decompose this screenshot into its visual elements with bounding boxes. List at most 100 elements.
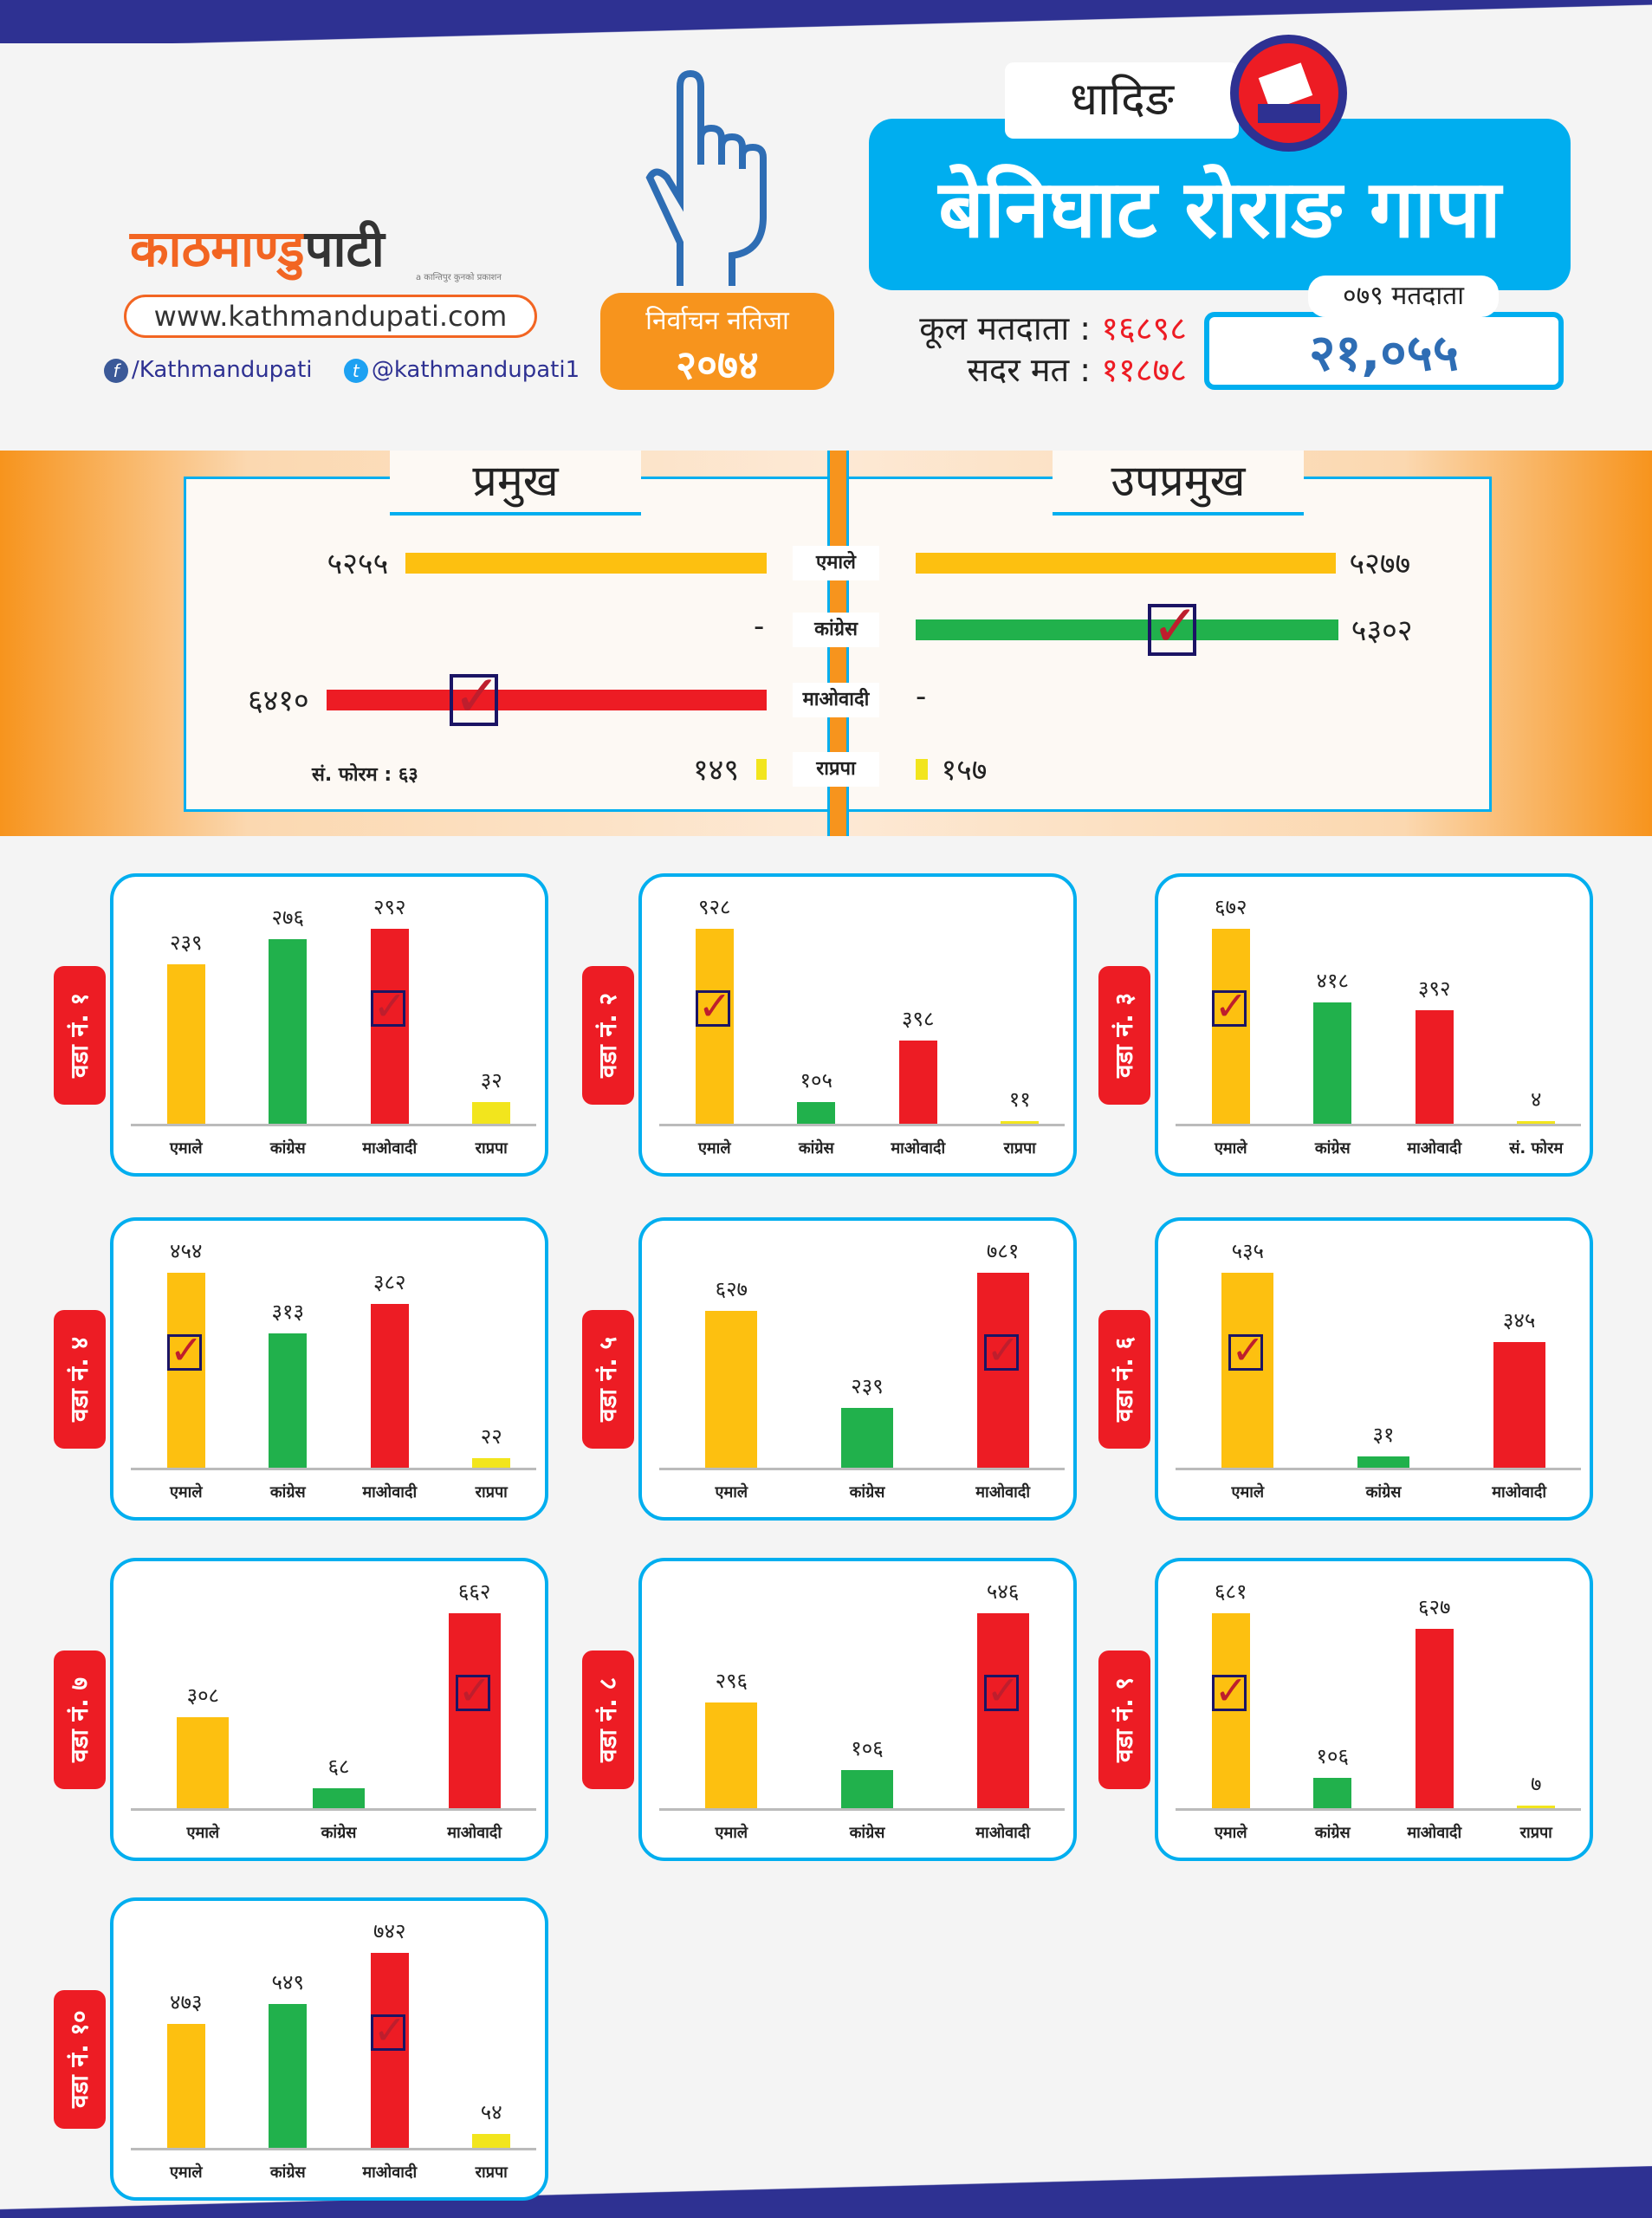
ward-party-label: कांग्रेस — [798, 1139, 834, 1158]
ward-party-label: कांग्रेस — [269, 1139, 306, 1158]
ward-bar-value: ३१ — [1372, 1422, 1395, 1447]
ward-tag: वडा नं. ४ — [54, 1310, 106, 1449]
ward-party-label: कांग्रेस — [1314, 1824, 1351, 1842]
total-voters-label: कूल मतदाता : — [919, 309, 1092, 347]
ward-tag: वडा नं. १० — [54, 1990, 106, 2129]
ward-bar-value: ५३५ — [1231, 1239, 1265, 1263]
party-label: कांग्रेस — [793, 613, 879, 647]
ward-tag: वडा नं. ९ — [1098, 1651, 1150, 1789]
ward-bar — [1415, 1009, 1454, 1124]
ward-card: ६२७ एमाले २३९ कांग्रेस ७८१ माओवादी ✓ — [638, 1217, 1077, 1521]
ward-party-label: कांग्रेस — [1365, 1483, 1402, 1501]
ward-party-label: राप्रपा — [475, 1139, 508, 1158]
ward-party-label: कांग्रेस — [269, 2163, 306, 2182]
ward-bar — [472, 2133, 511, 2148]
ward-bar-value: १०६ — [851, 1736, 884, 1761]
ward-party-label: कांग्रेस — [1314, 1139, 1351, 1158]
ward-bar-value: १०५ — [800, 1067, 832, 1093]
winner-check-icon: ✓ — [983, 1330, 1020, 1372]
ward-card: ६७२ एमाले ✓ ४१८ कांग्रेस ३९२ माओवादी ४ सं. फोरम — [1155, 873, 1593, 1177]
ward-party-label: एमाले — [186, 1824, 220, 1842]
ward-bar — [313, 1787, 365, 1808]
ward-card: ६८१ एमाले ✓ १०६ कांग्रेस ६२७ माओवादी ७ राप्रपा — [1155, 1558, 1593, 1861]
ward-party-label: राप्रपा — [475, 2163, 508, 2182]
ward-bar — [177, 1717, 230, 1808]
ward-bar-value: २३९ — [170, 930, 203, 955]
ward-party-label: एमाले — [169, 1139, 203, 1158]
ward-party-label: माओवादी — [1407, 1824, 1462, 1842]
ward-bar-value: ६८१ — [1215, 1579, 1247, 1604]
winner-check-icon: ✓ — [1228, 1330, 1265, 1372]
ward-bar — [472, 1458, 511, 1468]
ward-bar — [1493, 1341, 1545, 1468]
chief-bar — [405, 553, 767, 574]
baseline — [659, 1808, 1065, 1811]
ward-bar — [705, 1311, 758, 1468]
baseline — [131, 1468, 536, 1470]
ward-bar-value: ७८१ — [986, 1239, 1020, 1263]
ward-bar-value: ९२८ — [698, 895, 731, 919]
party-label: एमाले — [793, 546, 879, 580]
ward-party-label: सं. फोरम — [1509, 1139, 1564, 1158]
valid-votes-value: ११८७८ — [1101, 351, 1187, 389]
top-stripe — [0, 0, 1652, 43]
ward-bar — [1313, 1777, 1352, 1808]
election-result-badge: निर्वाचन नतिजा २०७४ — [600, 293, 834, 390]
deputy-bar — [916, 553, 1337, 574]
winner-check-icon: ✓ — [983, 1670, 1020, 1712]
ward-bar — [797, 1101, 836, 1124]
ward-bar-value: २२ — [480, 1424, 502, 1449]
party-label: राप्रपा — [793, 752, 879, 787]
baseline — [659, 1468, 1065, 1470]
ward-bar-value: ५४९ — [271, 1969, 304, 1994]
ward-bar-value: ६२७ — [715, 1277, 748, 1302]
ward-party-label: एमाले — [1214, 1139, 1247, 1158]
winner-check-icon: ✓ — [370, 2010, 406, 2052]
ward-bar-value: ३१३ — [271, 1299, 304, 1324]
ward-bar-value: ४५४ — [170, 1239, 203, 1263]
ward-bar-value: ११ — [1008, 1087, 1031, 1112]
ward-party-label: राप्रपा — [475, 1483, 508, 1501]
voting-finger-icon — [645, 69, 767, 286]
website-link[interactable]: www.kathmandupati.com — [124, 295, 537, 338]
ward-party-label: माओवादी — [975, 1483, 1031, 1501]
facebook-icon: f — [104, 358, 128, 383]
ward-party-label: कांग्रेस — [321, 1824, 357, 1842]
winner-check-icon: ✓ — [695, 986, 731, 1028]
ward-bar — [269, 2003, 308, 2148]
voters-079-label: ०७९ मतदाता — [1308, 276, 1499, 317]
ward-bar-value: ४१८ — [1316, 969, 1349, 994]
ward-card: ३०८ एमाले ६८ कांग्रेस ६६२ माओवादी ✓ — [110, 1558, 548, 1861]
ward-bar-value: ३८२ — [373, 1269, 406, 1294]
winner-check-icon: ✓ — [1211, 1670, 1247, 1712]
baseline — [659, 1124, 1065, 1126]
ward-tag: वडा नं. १ — [54, 966, 106, 1105]
baseline — [131, 1124, 536, 1126]
ward-bar-value: ३०८ — [186, 1683, 220, 1709]
ward-party-label: राप्रपा — [1519, 1824, 1552, 1842]
winner-check-icon: ✓ — [1211, 986, 1247, 1028]
ward-bar — [1357, 1456, 1409, 1468]
baseline — [1176, 1808, 1581, 1811]
logo-text-2: पाटी — [304, 219, 385, 278]
baseline — [1176, 1124, 1581, 1126]
ward-bar — [1001, 1121, 1040, 1124]
ward-bar-value: ६२७ — [1418, 1594, 1451, 1619]
ward-bar-value: २९६ — [715, 1669, 748, 1694]
social-links: f/Kathmandupati t @kathmandupati1 — [104, 357, 604, 383]
ward-party-label: कांग्रेस — [269, 1483, 306, 1501]
ward-bar-value: ३४५ — [1502, 1307, 1536, 1333]
twitter-link[interactable]: t @kathmandupati1 — [343, 357, 592, 383]
ward-card: ४७३ एमाले ५४९ कांग्रेस ७४२ माओवादी ✓ ५४ राप्रपा — [110, 1897, 548, 2201]
logo-tagline: a कान्तिपुर कुनको प्रकाशन — [416, 273, 502, 282]
winner-check-icon: ✓ — [166, 1330, 203, 1372]
chief-bar — [756, 759, 767, 780]
chief-value: ५२५५ — [327, 547, 389, 581]
ward-party-label: एमाले — [697, 1139, 731, 1158]
ward-bar-value: ३२ — [480, 1068, 502, 1093]
logo-text-1: काठमाण्डु — [130, 219, 305, 278]
ward-bar — [1313, 1002, 1352, 1124]
ward-bar-value: ६७२ — [1215, 895, 1247, 919]
facebook-link[interactable]: f/Kathmandupati — [104, 357, 325, 383]
ward-bar — [269, 939, 308, 1124]
